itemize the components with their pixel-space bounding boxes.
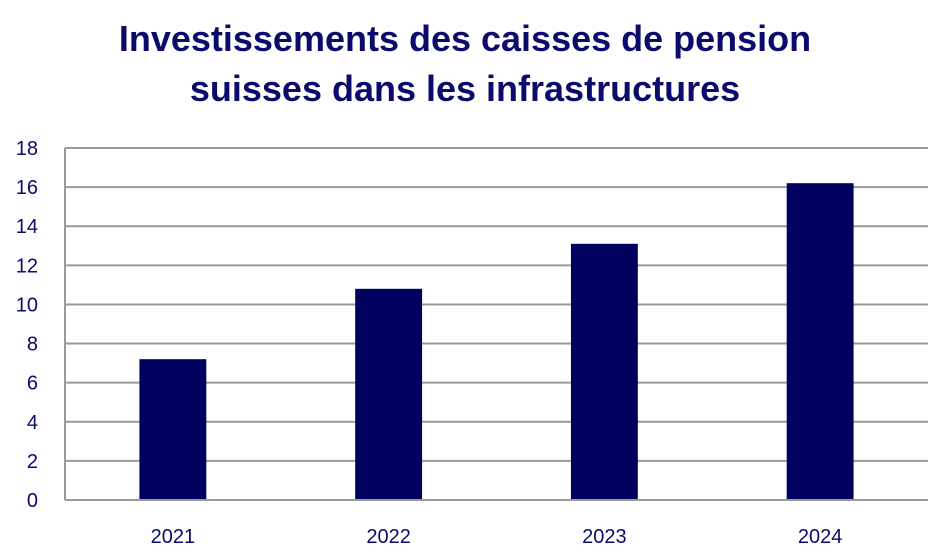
bars — [139, 183, 854, 501]
axes — [64, 148, 928, 501]
y-tick-label: 0 — [27, 490, 38, 512]
y-tick-label: 8 — [27, 334, 38, 356]
chart-title-line-2: suisses dans les infrastructures — [189, 68, 741, 109]
x-tick-label: 2024 — [798, 526, 843, 548]
y-tick-label: 2 — [27, 451, 38, 473]
y-tick-label: 16 — [16, 177, 38, 199]
x-tick-label: 2022 — [366, 526, 411, 548]
gridlines — [65, 147, 928, 462]
chart-title-line-1: Investissements des caisses de pension — [118, 18, 812, 59]
chart-title: Investissements des caisses de pension s… — [0, 14, 930, 114]
x-tick-label: 2021 — [151, 526, 196, 548]
y-tick-label: 4 — [27, 412, 38, 434]
bar-2022 — [355, 288, 423, 500]
bar-2021 — [139, 359, 207, 500]
x-tick-label: 2023 — [582, 526, 627, 548]
bar-2024 — [786, 183, 854, 500]
y-tick-label: 6 — [27, 373, 38, 395]
y-tick-label: 18 — [16, 138, 38, 160]
y-tick-label: 10 — [16, 294, 38, 316]
y-tick-label: 14 — [16, 216, 38, 238]
tick-labels: 0 2 4 6 8 10 12 14 16 18 2021 2022 2023 2024 — [16, 138, 843, 548]
bar-2023 — [570, 243, 638, 501]
y-tick-label: 12 — [16, 255, 38, 277]
